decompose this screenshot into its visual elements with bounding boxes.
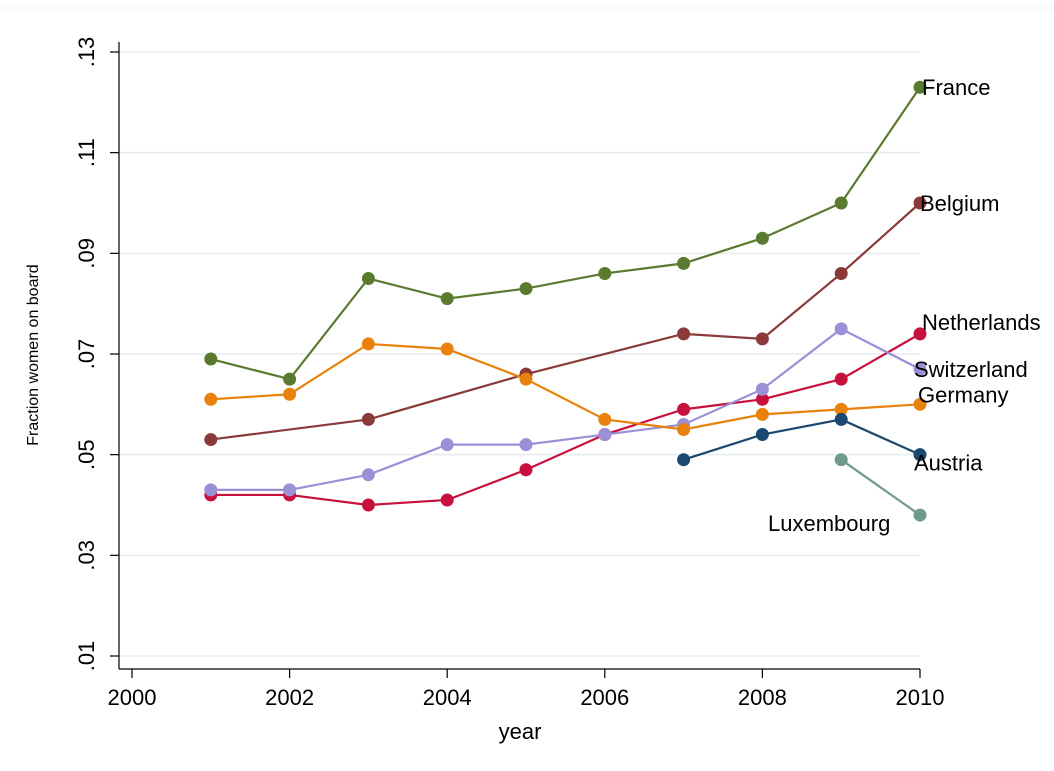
data-point-belgium (913, 196, 927, 210)
data-point-germany (204, 392, 218, 406)
series-line-austria (683, 418, 921, 461)
data-point-france (440, 292, 454, 306)
x-tick-label: 2000 (108, 685, 157, 710)
series-label-switzerland: Switzerland (914, 357, 1028, 382)
series-label-luxembourg: Luxembourg (768, 511, 890, 536)
data-point-germany (361, 337, 375, 351)
data-point-switzerland (598, 428, 612, 442)
axes (118, 42, 920, 670)
data-point-germany (913, 397, 927, 411)
data-point-france (519, 282, 533, 296)
series-line-france (210, 86, 921, 381)
data-point-austria (677, 453, 691, 467)
data-point-belgium (204, 433, 218, 447)
data-point-switzerland (283, 483, 297, 497)
series-line-netherlands (210, 332, 921, 507)
data-point-netherlands (755, 392, 769, 406)
data-point-netherlands (677, 402, 691, 416)
series-switzerland (204, 322, 927, 497)
data-point-switzerland (204, 483, 218, 497)
data-point-netherlands (913, 327, 927, 341)
data-point-france (834, 196, 848, 210)
series-label-france: France (922, 75, 990, 100)
data-point-france (361, 272, 375, 285)
data-point-austria (755, 428, 769, 442)
series-luxembourg (834, 453, 927, 522)
y-tick-label: .07 (74, 339, 99, 370)
gridlines (119, 51, 920, 657)
data-point-france (204, 352, 218, 366)
x-axis-title: year (499, 719, 542, 744)
data-point-france (598, 266, 612, 280)
data-point-austria (834, 412, 848, 426)
data-point-luxembourg (913, 508, 927, 522)
data-point-germany (598, 412, 612, 426)
data-point-switzerland (834, 322, 848, 336)
data-point-france (677, 256, 691, 270)
data-point-netherlands (519, 463, 533, 477)
data-point-germany (834, 402, 848, 416)
x-tick-label: 2006 (580, 685, 629, 710)
data-point-belgium (834, 266, 848, 280)
data-point-switzerland (755, 382, 769, 396)
y-tick-label: .01 (74, 641, 99, 672)
series-label-austria: Austria (914, 451, 983, 476)
data-point-switzerland (913, 362, 927, 376)
data-series (204, 80, 927, 522)
series-line-switzerland (210, 327, 921, 491)
data-point-netherlands (440, 493, 454, 507)
data-point-germany (677, 423, 691, 436)
series-label-belgium: Belgium (920, 191, 999, 216)
x-tick-label: 2004 (423, 685, 472, 710)
data-point-germany (283, 387, 297, 401)
y-tick-label: .03 (74, 540, 99, 571)
data-point-france (913, 80, 927, 94)
data-point-switzerland (361, 468, 375, 482)
tick-marks-and-labels: .01 .03 .05 .07 .09 .11 .13 2000 2002 2004 2006 200… (74, 37, 944, 710)
x-tick-label: 2008 (738, 685, 787, 710)
data-point-netherlands (834, 372, 848, 386)
data-point-germany (755, 407, 769, 421)
data-point-germany (440, 342, 454, 356)
series-belgium (204, 196, 927, 447)
y-tick-label: .13 (74, 37, 99, 68)
data-point-austria (913, 448, 927, 462)
series-end-labels: France Belgium Netherlands SwitzerlandGerma… (768, 75, 1041, 536)
data-point-france (283, 372, 297, 386)
series-line-germany (210, 342, 921, 431)
y-tick-label: .05 (74, 439, 99, 470)
data-point-belgium (755, 332, 769, 346)
data-point-france (755, 231, 769, 245)
x-tick-label: 2002 (265, 685, 314, 710)
data-point-luxembourg (834, 453, 848, 467)
x-tick-label: 2010 (896, 685, 945, 710)
series-line-luxembourg (840, 458, 921, 516)
y-axis-title: Fraction women on board (25, 264, 42, 445)
series-france (204, 80, 927, 386)
y-tick-label: .09 (74, 238, 99, 269)
data-point-belgium (361, 412, 375, 426)
data-point-switzerland (519, 438, 533, 452)
data-point-germany (519, 372, 533, 386)
series-label-germany: Germany (918, 382, 1008, 407)
y-tick-label: .11 (74, 138, 99, 167)
data-point-switzerland (440, 438, 454, 452)
series-label-netherlands: Netherlands (922, 310, 1041, 335)
data-point-belgium (677, 327, 691, 341)
data-point-netherlands (361, 498, 375, 512)
series-austria (677, 412, 927, 467)
series-germany (204, 337, 927, 436)
